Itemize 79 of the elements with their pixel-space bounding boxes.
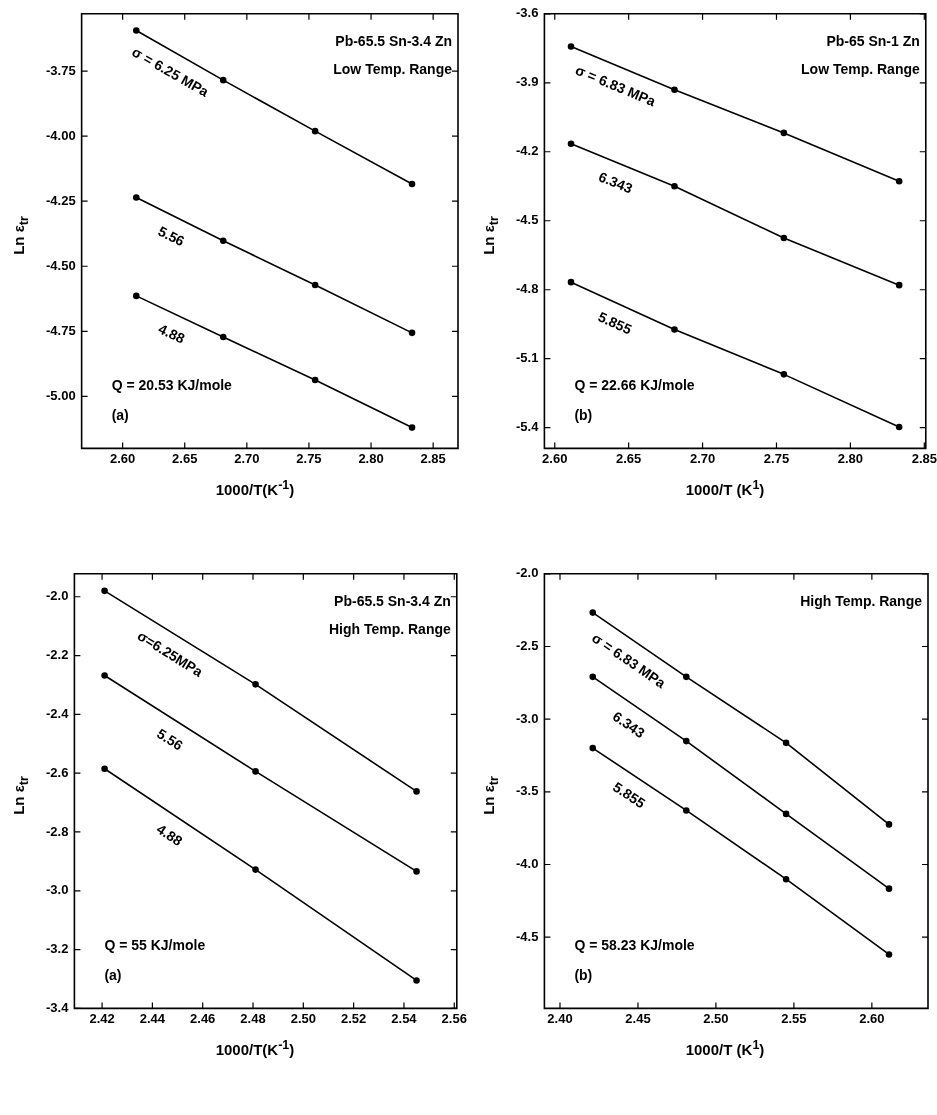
y-tick-label: -3.5	[515, 783, 539, 799]
x-tick-label: 2.65	[616, 450, 642, 466]
annotation: Q = 55 KJ/mole	[104, 937, 206, 954]
text: 4.88	[155, 320, 188, 347]
x-axis-title: 1000/T (K$^{1}$)	[684, 1038, 766, 1058]
text: 4.88	[153, 820, 186, 850]
x-tick-label: 2.80	[837, 450, 864, 466]
y-tick-label: -2.5	[515, 638, 539, 654]
annotation: Pb-65.5 Sn-3.4 Zn	[335, 32, 452, 49]
x-axis-title: 1000/T(K$^{-1}$)	[214, 478, 296, 498]
y-tick-label: -3.4	[45, 999, 70, 1015]
y-tick-label: -2.6	[45, 764, 69, 780]
annotation: High Temp. Range	[800, 592, 923, 609]
x-tick-label: 2.60	[859, 1010, 885, 1026]
annotation: (a)	[111, 407, 129, 424]
x-tick-label: 2.52	[340, 1010, 367, 1026]
annotation: (a)	[104, 967, 122, 984]
y-tick-label: -3.9	[515, 74, 539, 90]
y-tick-label: -4.75	[45, 322, 76, 338]
annotation: Q = 20.53 KJ/mole	[111, 377, 233, 394]
y-tick-label: -5.00	[45, 387, 76, 403]
text: 6.343	[596, 168, 635, 197]
x-tick-label: 2.70	[234, 450, 260, 466]
x-tick-label: 2.46	[190, 1010, 216, 1026]
y-tick-label: -3.0	[515, 710, 539, 726]
y-tick-label: -4.0	[515, 856, 539, 872]
x-axis-title: 1000/T (K$^{1}$)	[684, 478, 766, 498]
y-tick-label: -4.25	[45, 192, 76, 208]
x-tick-label: 2.44	[139, 1010, 166, 1026]
x-axis-title: 1000/T(K$^{-1}$)	[214, 1038, 296, 1058]
x-tick-label: 2.55	[781, 1010, 807, 1026]
y-tick-label: -2.4	[45, 705, 70, 721]
annotation: (b)	[574, 407, 593, 424]
x-tick-label: 2.48	[240, 1010, 266, 1026]
x-tick-label: 2.56	[441, 1010, 467, 1026]
annotation: Q = 22.66 KJ/mole	[574, 377, 695, 394]
x-tick-label: 2.75	[296, 450, 322, 466]
x-tick-label: 2.80	[358, 450, 384, 466]
annotation: Low Temp. Range	[333, 60, 453, 77]
y-tick-label: -4.8	[515, 281, 539, 297]
y-tick-label: -4.00	[45, 127, 76, 143]
x-tick-label: 2.54	[391, 1010, 418, 1026]
y-tick-label: -2.8	[45, 823, 69, 839]
annotation: Low Temp. Range	[801, 60, 920, 77]
x-tick-label: 2.60	[109, 450, 136, 466]
x-tick-label: 2.50	[290, 1010, 316, 1026]
x-tick-label: 2.85	[911, 450, 937, 466]
x-tick-label: 2.85	[420, 450, 446, 466]
y-tick-label: -2.0	[515, 565, 539, 581]
y-tick-label: -2.2	[45, 647, 69, 663]
y-tick-label: -3.0	[45, 882, 69, 898]
annotation: High Temp. Range	[328, 620, 451, 637]
y-tick-label: -4.5	[515, 212, 539, 228]
x-tick-label: 2.42	[89, 1010, 115, 1026]
x-tick-label: 2.50	[703, 1010, 729, 1026]
x-tick-label: 2.45	[625, 1010, 651, 1026]
x-tick-label: 2.75	[763, 450, 790, 466]
x-tick-label: 2.65	[172, 450, 198, 466]
annotation: Pb-65.5 Sn-3.4 Zn	[334, 592, 451, 609]
text: σ = 6.83 MPa	[573, 61, 659, 110]
text: 5.855	[595, 308, 635, 338]
text: 5.56	[154, 725, 186, 754]
y-tick-label: -3.2	[45, 941, 69, 957]
annotation: Q = 58.23 KJ/mole	[574, 937, 695, 954]
annotation: (b)	[574, 967, 593, 984]
annotation: Pb-65 Sn-1 Zn	[826, 32, 920, 49]
y-tick-label: -5.1	[515, 350, 539, 366]
y-tick-label: -2.0	[45, 588, 69, 604]
y-tick-label: -4.5	[515, 928, 539, 944]
x-tick-label: 2.70	[689, 450, 716, 466]
y-tick-label: -4.50	[45, 257, 76, 273]
x-tick-label: 2.60	[542, 450, 568, 466]
text: σ = 6.25 MPa	[129, 43, 212, 100]
text: 5.56	[155, 222, 188, 250]
y-tick-label: -4.2	[515, 143, 539, 159]
x-tick-label: 2.40	[547, 1010, 573, 1026]
y-tick-label: -3.75	[45, 62, 76, 78]
y-tick-label: -5.4	[515, 419, 540, 435]
y-tick-label: -3.6	[515, 5, 539, 21]
